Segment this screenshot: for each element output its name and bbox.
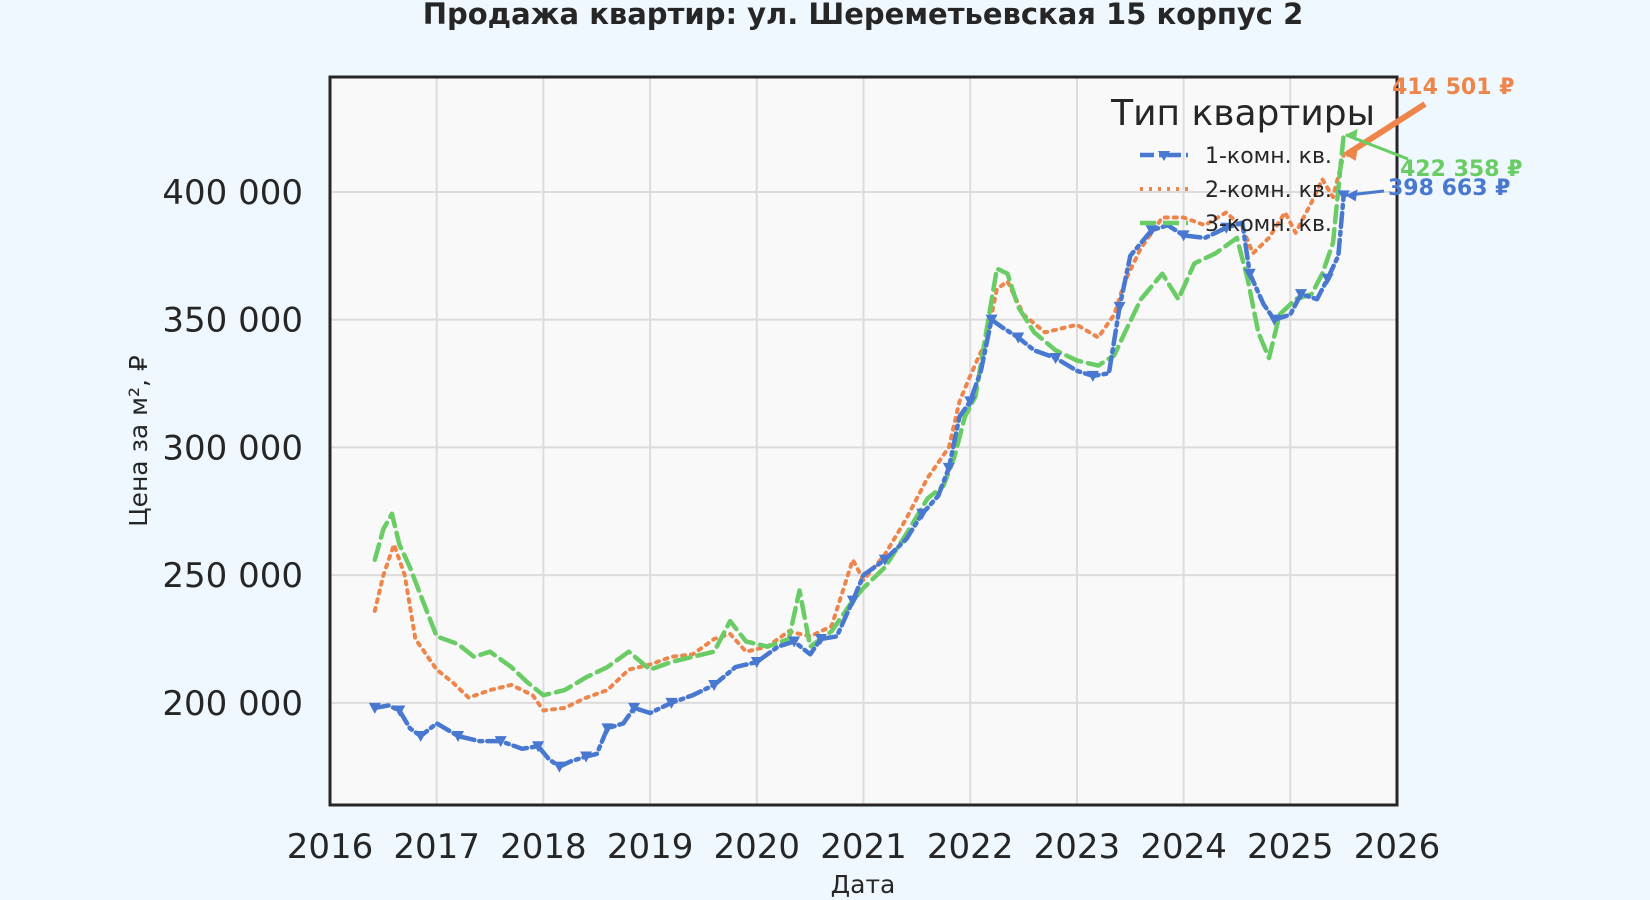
x-tick-label: 2026 (1354, 827, 1441, 867)
legend-label-3room: 3-комн. кв. (1205, 212, 1332, 237)
series-1room-marker (601, 723, 614, 735)
legend-item-1room: 1-комн. кв. (1140, 144, 1332, 169)
series-1room-marker (846, 595, 859, 607)
x-tick-label: 2023 (1034, 827, 1121, 867)
series-1room-marker (1145, 225, 1158, 237)
series-2room (372, 152, 1346, 713)
series-1room-marker (1321, 273, 1334, 285)
x-tick-label: 2017 (393, 827, 480, 867)
annotation-arrowhead (1345, 128, 1358, 141)
x-tick-label: 2019 (607, 827, 694, 867)
series-1room-marker (494, 736, 507, 748)
legend-item-3room: 3-комн. кв. (1140, 212, 1332, 237)
series-1room-marker (964, 396, 977, 408)
annotations: 414 501 ₽ 422 358 ₽ 398 663 ₽ (1344, 75, 1522, 202)
annotation-2room: 414 501 ₽ (1344, 75, 1514, 161)
x-tick-label: 2025 (1247, 827, 1334, 867)
series-1room-marker (1268, 314, 1281, 326)
series-1room-marker (985, 314, 998, 326)
legend-marker-1room (1158, 151, 1170, 161)
x-tick-label: 2018 (500, 827, 587, 867)
series-1room-marker (553, 761, 566, 773)
y-tick-label: 350 000 (162, 301, 303, 341)
series-1room-marker (414, 731, 427, 743)
series-1room-marker (1220, 222, 1233, 234)
series-1room-marker (1049, 352, 1062, 364)
series-1room-marker (1177, 230, 1190, 242)
x-tick-label: 2016 (287, 827, 374, 867)
series-1room-marker (788, 636, 801, 648)
x-tick-label: 2021 (820, 827, 907, 867)
series-1room-marker (1337, 190, 1350, 202)
series-1room-marker (878, 554, 891, 566)
plot-frame (328, 75, 1399, 807)
annotation-arrowhead (1345, 148, 1358, 161)
legend-item-2room: 2-комн. кв. (1140, 178, 1332, 203)
series-1room-marker (1086, 370, 1099, 382)
series-1room-marker (942, 462, 955, 474)
annotation-arrowhead (1345, 189, 1358, 202)
series-1room-marker (628, 702, 641, 714)
series-1room-marker (750, 656, 763, 668)
series-1room-marker (665, 697, 678, 709)
annotation-1room: 398 663 ₽ (1345, 176, 1510, 202)
x-tick-label: 2020 (714, 827, 801, 867)
x-tick-label: 2022 (927, 827, 1014, 867)
x-axis-ticks: 2016 2017 2018 2019 2020 2021 2022 2023 2024 2025… (287, 827, 1441, 867)
series-1room-marker (1243, 268, 1256, 280)
y-tick-label: 300 000 (162, 428, 303, 468)
series-1room-marker (1113, 301, 1126, 313)
legend: Тип квартиры 1-комн. кв. 2-комн. кв. 3-к… (1110, 93, 1375, 237)
legend-label-2room: 2-комн. кв. (1205, 178, 1332, 203)
y-tick-label: 400 000 (162, 173, 303, 213)
series-1room-marker (1012, 332, 1025, 344)
annotation-arrow-2room (1344, 101, 1427, 158)
series-1room-marker (532, 741, 545, 753)
y-tick-label: 250 000 (162, 556, 303, 596)
series-layer (368, 132, 1350, 773)
y-tick-label: 200 000 (162, 684, 303, 724)
series-1room-marker (1294, 289, 1307, 301)
chart-title: Продажа квартир: ул. Шереметьевская 15 к… (423, 0, 1304, 31)
y-axis-ticks: 200 000 250 000 300 000 350 000 400 000 (162, 173, 303, 724)
series-1room-marker (452, 731, 465, 743)
legend-title: Тип квартиры (1110, 93, 1375, 134)
series-1room-marker (814, 633, 827, 645)
annotation-1room-text: 398 663 ₽ (1388, 176, 1510, 201)
series-1room-marker (393, 705, 406, 717)
y-axis-label: Цена за м², ₽ (124, 355, 153, 527)
series-1room-marker (708, 679, 721, 691)
legend-label-1room: 1-комн. кв. (1205, 144, 1332, 169)
series-1room-marker (916, 508, 929, 520)
annotation-3room-text: 422 358 ₽ (1400, 157, 1522, 182)
annotation-3room: 422 358 ₽ (1345, 128, 1522, 182)
annotation-arrow-3room (1345, 133, 1409, 161)
x-axis-label: Дата (831, 870, 896, 899)
annotation-2room-text: 414 501 ₽ (1392, 75, 1514, 100)
series-1room-marker (368, 702, 381, 714)
x-tick-label: 2024 (1140, 827, 1227, 867)
series-1room-marker (580, 751, 593, 763)
